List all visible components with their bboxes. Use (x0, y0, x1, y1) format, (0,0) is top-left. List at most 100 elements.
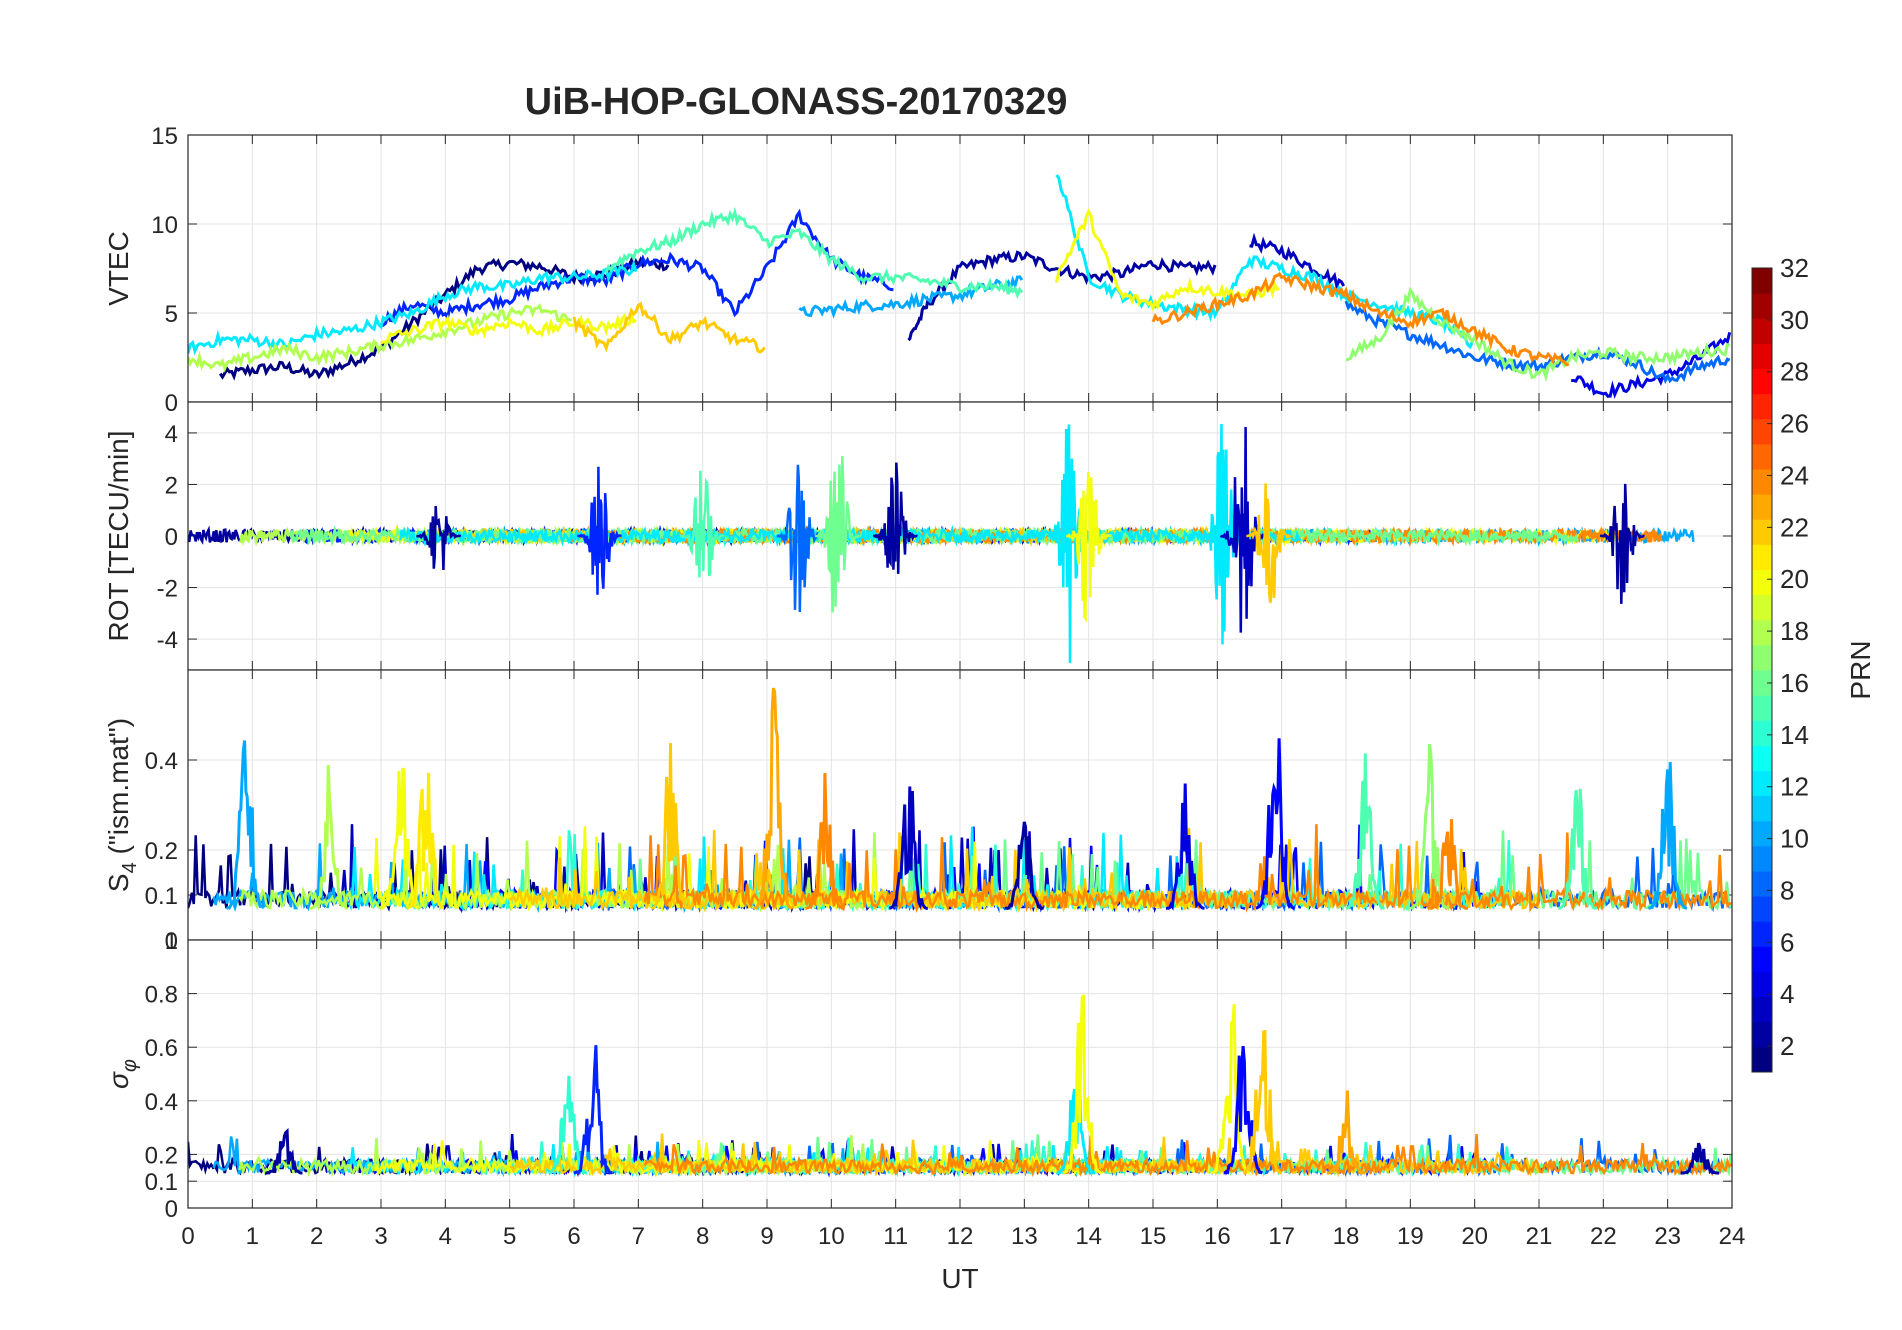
vtec-series-prn-22 (572, 301, 766, 354)
y-tick-label: 0 (165, 1196, 178, 1223)
y-tick-label: 0.2 (145, 1142, 178, 1169)
panel-2: -4 -2 0 2 4 ROT [TECU/min] (103, 401, 1733, 671)
rot-burst-prn-2 (416, 505, 462, 571)
peak-prn-24 (805, 773, 845, 910)
peak-prn-18 (310, 765, 348, 910)
y-tick-label: 0 (165, 390, 178, 417)
y-tick-label: 10 (151, 212, 178, 239)
colorbar-band (1752, 695, 1772, 721)
colorbar-tick-label: 24 (1780, 460, 1809, 490)
colorbar-tick-label: 2 (1780, 1031, 1794, 1061)
x-tick-label: 3 (374, 1223, 387, 1250)
peak-prn-2 (1680, 1142, 1720, 1175)
colorbar-band (1752, 594, 1772, 621)
colorbar-tick-label: 26 (1780, 409, 1809, 439)
peak-prn-6 (573, 1045, 614, 1177)
vtec-series-prn-20 (1055, 208, 1280, 313)
colorbar-band (1752, 1046, 1772, 1073)
peak-prn-22 (650, 743, 691, 910)
y-tick-label: 0.1 (145, 883, 178, 910)
colorbar-band (1752, 795, 1772, 822)
y-axis-label: S4 ("ism.mat") (103, 718, 141, 892)
peak-prn-3 (889, 786, 928, 910)
y-tick-label: 15 (151, 123, 178, 150)
x-tick-label: 18 (1333, 1223, 1360, 1250)
vtec-series-prn-20 (380, 309, 637, 345)
colorbar-band (1752, 670, 1772, 696)
rot-burst-prn-20 (1066, 472, 1111, 623)
colorbar-band (1752, 996, 1772, 1023)
peak-prn-2 (1004, 821, 1044, 910)
peak-prn-20 (1062, 994, 1102, 1175)
y-tick-label: 0.2 (145, 838, 178, 865)
x-tick-label: 16 (1204, 1223, 1231, 1250)
x-tick-label: 23 (1654, 1223, 1681, 1250)
panel-frame (187, 939, 1733, 1209)
colorbar-band (1752, 770, 1772, 797)
rot-burst-prn-2 (872, 462, 918, 574)
x-tick-label: 24 (1719, 1223, 1746, 1250)
colorbar-band (1752, 318, 1772, 344)
colorbar-tick-label: 4 (1780, 979, 1794, 1009)
peak-prn-15 (1345, 753, 1385, 910)
colorbar-tick-label: 12 (1780, 772, 1809, 802)
colorbar-band (1752, 971, 1772, 998)
x-tick-label: 5 (503, 1223, 516, 1250)
peak-prn-24 (1429, 819, 1469, 910)
x-tick-label: 10 (818, 1223, 845, 1250)
peak-prn-21 (406, 772, 445, 910)
colorbar-band (1752, 544, 1772, 570)
colorbar-band (1752, 619, 1772, 646)
y-tick-label: 0 (165, 928, 178, 955)
colorbar-band (1752, 519, 1772, 545)
colorbar-band (1752, 443, 1772, 470)
colorbar-band (1752, 293, 1772, 319)
panel-1: 0 5 10 15 VTEC (103, 123, 1733, 417)
y-tick-label: 0.1 (145, 1169, 178, 1196)
data-layer (188, 423, 1695, 664)
y-tick-label: 0.6 (145, 1035, 178, 1062)
peak-prn-17 (1409, 743, 1450, 910)
vtec-series-prn-24 (1151, 271, 1570, 367)
colorbar-tick-label: 8 (1780, 875, 1794, 905)
colorbar-frame (1751, 267, 1773, 1073)
colorbar-band (1752, 469, 1772, 495)
rot-burst-prn-8 (776, 464, 822, 613)
colorbar-tick-label: 14 (1780, 720, 1809, 750)
y-tick-label: 0 (165, 524, 178, 551)
x-tick-label: 17 (1268, 1223, 1295, 1250)
colorbar-band (1752, 368, 1772, 395)
x-tick-label: 4 (439, 1223, 452, 1250)
data-layer (188, 174, 1732, 399)
rot-burst-prn-22 (1246, 483, 1292, 603)
colorbar-tick-label: 30 (1780, 305, 1809, 335)
series-prn-24 (643, 824, 1732, 914)
peak-prn-10 (225, 740, 265, 910)
vtec-series-prn-6 (380, 208, 894, 327)
data-layer (188, 994, 1732, 1178)
peak-prn-5 (1223, 1045, 1263, 1175)
colorbar-band (1752, 921, 1772, 947)
peak-prn-20 (1210, 1004, 1250, 1175)
colorbar-band (1752, 745, 1772, 771)
y-axis-label: σφ (103, 1059, 141, 1089)
series-prn-24 (643, 1134, 1732, 1178)
colorbar-tick-label: 16 (1780, 668, 1809, 698)
y-tick-label: 4 (165, 421, 178, 448)
x-tick-label: 22 (1590, 1223, 1617, 1250)
chart-title: UiB-HOP-GLONASS-20170329 (525, 81, 1068, 123)
x-tick-label: 19 (1397, 1223, 1424, 1250)
colorbar-band (1752, 343, 1772, 369)
colorbar-band (1752, 418, 1772, 445)
colorbar-band (1752, 644, 1772, 671)
x-tick-label: 14 (1075, 1223, 1102, 1250)
colorbar-band (1752, 720, 1772, 746)
x-tick-label: 0 (181, 1223, 194, 1250)
colorbar-band (1752, 871, 1772, 897)
y-tick-label: -2 (157, 576, 178, 603)
peak-prn-5 (1255, 738, 1295, 910)
peak-prn-23 (753, 687, 793, 910)
colorbar-tick-label: 20 (1780, 564, 1809, 594)
